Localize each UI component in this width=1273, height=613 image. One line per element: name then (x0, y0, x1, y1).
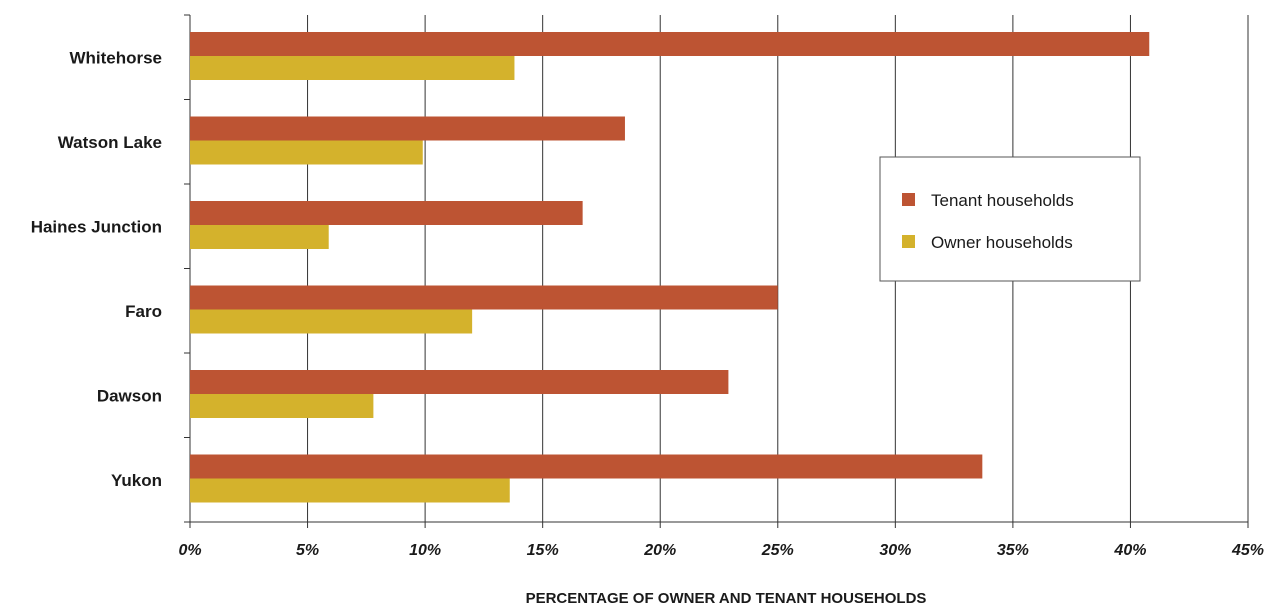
bar-tenant (190, 285, 778, 310)
x-tick-label: 10% (409, 542, 441, 559)
bar-owner (190, 56, 515, 80)
bar-tenant (190, 201, 583, 225)
bar-tenant (190, 32, 1150, 56)
x-tick-label: 5% (296, 542, 319, 559)
bar-owner (190, 478, 510, 503)
category-label: Whitehorse (69, 48, 162, 67)
bars-layer (190, 32, 1150, 503)
legend-box (879, 156, 1141, 282)
bar-owner (190, 309, 473, 334)
bar-tenant (190, 454, 983, 479)
x-axis-title: PERCENTAGE OF OWNER AND TENANT HOUSEHOLD… (526, 590, 927, 607)
bar-tenant (190, 370, 729, 394)
category-label: Faro (125, 302, 162, 321)
labels-layer: 0% 5% 10% 15% 20% 25% 30% 35% 40% 45% Whitehorse Wa… (31, 48, 1264, 559)
x-tick-label: 0% (178, 542, 201, 559)
x-tick-label: 30% (879, 542, 911, 559)
legend-label-tenant: Tenant households (931, 191, 1074, 210)
category-label: Yukon (111, 471, 162, 490)
x-tick-label: 40% (1113, 542, 1146, 559)
bar-tenant (190, 116, 625, 141)
x-tick-label: 45% (1231, 542, 1264, 559)
bar-owner (190, 140, 423, 165)
x-tick-label: 15% (527, 542, 559, 559)
x-tick-label: 35% (997, 542, 1029, 559)
bar-owner (190, 225, 329, 249)
x-tick-label: 25% (761, 542, 794, 559)
category-label: Watson Lake (58, 133, 162, 152)
x-tick-label: 20% (643, 542, 676, 559)
category-label: Dawson (97, 386, 162, 405)
bar-owner (190, 394, 374, 418)
axis-layer (184, 14, 1249, 528)
legend-swatch-tenant (902, 193, 915, 206)
legend-label-owner: Owner households (931, 233, 1073, 252)
category-label: Haines Junction (31, 217, 162, 236)
legend: Tenant households Owner households (879, 156, 1141, 282)
legend-swatch-owner (902, 235, 915, 248)
